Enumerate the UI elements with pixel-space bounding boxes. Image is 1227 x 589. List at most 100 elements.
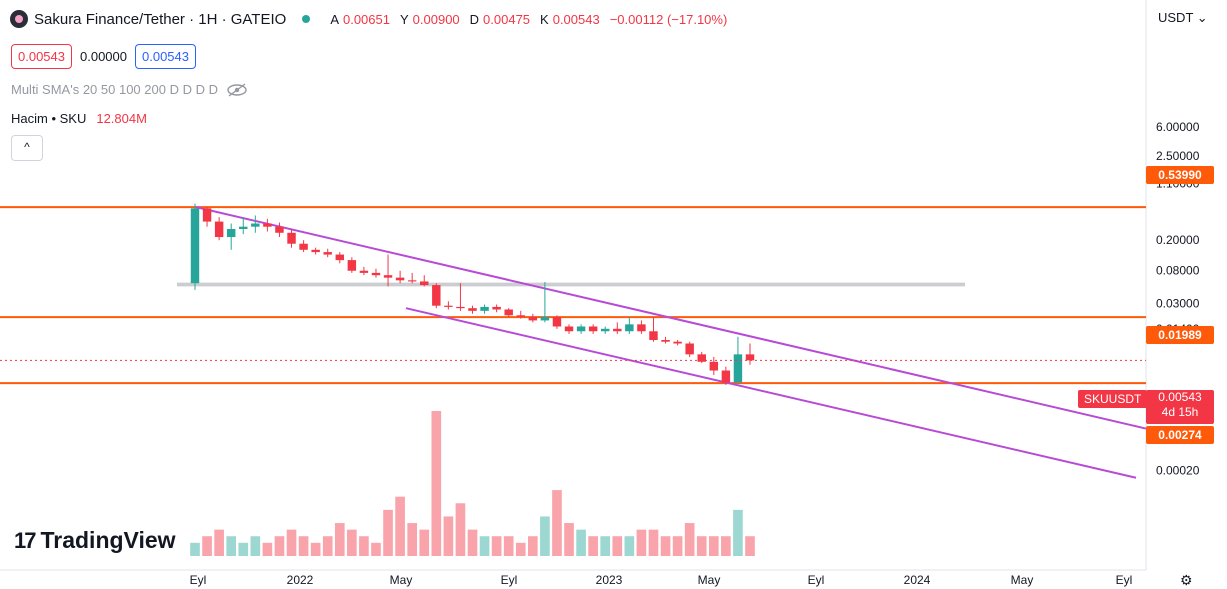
candle-body bbox=[697, 354, 706, 362]
eye-hidden-icon[interactable] bbox=[226, 82, 248, 97]
candle-body bbox=[323, 252, 332, 255]
volume-bar bbox=[491, 536, 502, 556]
buy-button[interactable]: 0.00543 bbox=[135, 44, 196, 69]
volume-bar bbox=[552, 490, 562, 556]
spread-value: 0.00000 bbox=[80, 49, 127, 64]
volume-bar bbox=[588, 536, 598, 556]
candle-body bbox=[263, 223, 272, 227]
candle-body bbox=[600, 328, 610, 332]
volume-bar bbox=[660, 536, 671, 556]
currency-selector[interactable]: USDT ⌄ bbox=[1158, 10, 1208, 25]
tradingview-logo[interactable]: 17 TradingView bbox=[14, 527, 176, 554]
ohlc-open: 0.00651 bbox=[342, 11, 390, 27]
candle-body bbox=[637, 324, 646, 332]
volume-bar bbox=[540, 516, 550, 556]
current-price: 0.00543 bbox=[1158, 390, 1202, 404]
volume-bar bbox=[322, 536, 333, 556]
candle-body bbox=[202, 208, 212, 222]
symbol-legend: Sakura Finance/Tether · 1H · GATEIO A 0.0… bbox=[10, 10, 733, 28]
candle-body bbox=[588, 326, 598, 332]
candle-body bbox=[516, 315, 525, 317]
candle-body bbox=[311, 249, 320, 253]
y-tick-label: 0.08000 bbox=[1156, 264, 1200, 278]
tradingview-mark-icon: 17 bbox=[14, 527, 37, 553]
candle-body bbox=[395, 277, 405, 281]
volume-bar bbox=[733, 509, 743, 556]
ohlc-high: 0.00900 bbox=[412, 11, 460, 27]
volume-bar bbox=[648, 529, 659, 556]
candle-body bbox=[275, 226, 284, 233]
x-tick-label: Eyl bbox=[190, 573, 207, 587]
x-tick-label: Eyl bbox=[808, 573, 825, 587]
sma-indicator-label: Multi SMA's 20 50 100 200 D D D D bbox=[11, 82, 218, 97]
x-tick-label: 2023 bbox=[596, 573, 623, 587]
support-zone bbox=[177, 282, 965, 287]
candle-body bbox=[226, 229, 236, 238]
volume-bar bbox=[190, 542, 200, 556]
collapse-legend-button[interactable]: ^ bbox=[11, 135, 43, 161]
volume-bar bbox=[624, 536, 635, 556]
volume-bar bbox=[576, 529, 586, 556]
volume-bar bbox=[419, 529, 430, 556]
x-tick-label: 2022 bbox=[287, 573, 314, 587]
volume-label: Hacim • SKU bbox=[11, 111, 87, 126]
volume-bar bbox=[721, 536, 731, 556]
candle-body bbox=[528, 316, 538, 321]
volume-bar bbox=[383, 509, 393, 556]
volume-legend[interactable]: Hacim • SKU 12.804M bbox=[11, 111, 147, 126]
trade-panel: 0.00543 0.00000 0.00543 bbox=[11, 44, 196, 69]
volume-bar bbox=[672, 536, 683, 556]
volume-bar bbox=[708, 536, 719, 556]
volume-bar bbox=[443, 516, 454, 556]
volume-bar bbox=[238, 542, 249, 556]
candle-body bbox=[733, 354, 743, 383]
ohlc-close: 0.00543 bbox=[552, 11, 600, 27]
volume-bar bbox=[347, 529, 357, 556]
candle-body bbox=[407, 280, 417, 282]
volume-bar bbox=[467, 529, 478, 556]
bar-countdown: 4d 15h bbox=[1161, 405, 1199, 419]
market-status-icon bbox=[302, 15, 311, 23]
settings-gear-icon[interactable]: ⚙ bbox=[1180, 572, 1193, 588]
volume-bar bbox=[407, 523, 417, 556]
sell-button[interactable]: 0.00543 bbox=[11, 44, 72, 69]
ohlc-high-label: Y bbox=[399, 11, 409, 27]
volume-bar bbox=[274, 536, 285, 556]
volume-bar bbox=[600, 536, 611, 556]
candle-body bbox=[540, 316, 550, 321]
price-countdown-tag: 0.00543 4d 15h bbox=[1146, 390, 1214, 424]
candle-body bbox=[371, 272, 381, 276]
volume-bar bbox=[250, 536, 261, 556]
candle-body bbox=[190, 208, 200, 284]
y-tick-label: 6.00000 bbox=[1156, 120, 1200, 134]
y-tick-label: 2.50000 bbox=[1156, 149, 1200, 163]
candle-body bbox=[552, 316, 562, 327]
x-tick-label: Eyl bbox=[501, 573, 518, 587]
candle-body bbox=[625, 324, 634, 332]
candle-body bbox=[721, 370, 731, 383]
candle-body bbox=[347, 260, 357, 271]
volume-bar bbox=[371, 542, 381, 556]
volume-bar bbox=[334, 523, 345, 556]
symbol-title[interactable]: Sakura Finance/Tether · 1H · GATEIO bbox=[34, 10, 287, 28]
volume-bar bbox=[226, 536, 237, 556]
candle-body bbox=[214, 221, 224, 238]
volume-bar bbox=[612, 536, 623, 556]
candle-body bbox=[673, 341, 682, 344]
ohlc-close-label: K bbox=[540, 11, 549, 27]
candle-body bbox=[564, 326, 574, 332]
sma-indicator[interactable]: Multi SMA's 20 50 100 200 D D D D bbox=[11, 82, 248, 97]
channel-lower-line bbox=[405, 307, 1137, 479]
volume-bar bbox=[479, 536, 490, 556]
volume-bar bbox=[310, 542, 321, 556]
volume-bar bbox=[395, 496, 405, 556]
volume-bar bbox=[745, 536, 755, 556]
volume-bar bbox=[515, 542, 526, 556]
candle-body bbox=[745, 354, 755, 361]
level-tag-1: 0.53990 bbox=[1146, 166, 1214, 184]
y-tick-label: 0.03000 bbox=[1156, 296, 1200, 310]
candle-body bbox=[444, 305, 453, 307]
level-tag-3: 0.00274 bbox=[1146, 426, 1214, 444]
candle-body bbox=[685, 343, 694, 355]
volume-bar bbox=[636, 529, 647, 556]
